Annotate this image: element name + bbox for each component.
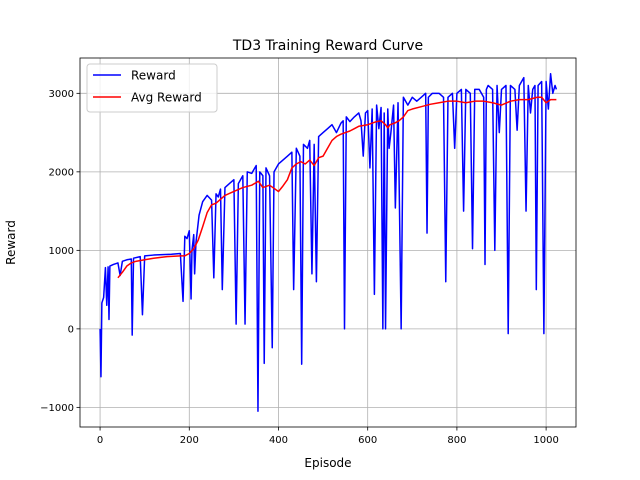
y-tick-label: 0 <box>68 324 74 335</box>
y-tick-label: 1000 <box>49 246 74 257</box>
x-axis-label: Episode <box>304 456 351 470</box>
y-tick-label: −1000 <box>40 403 74 414</box>
series-layer <box>99 72 558 413</box>
legend-label-reward: Reward <box>131 69 176 83</box>
series-line-reward <box>99 72 558 413</box>
x-tick-label: 200 <box>180 435 199 446</box>
legend-box <box>86 63 218 113</box>
x-tick-label: 600 <box>358 435 377 446</box>
y-axis-label: Reward <box>4 220 18 265</box>
legend: Reward Avg Reward <box>86 63 218 113</box>
y-axis-ticks: −1000 0 1000 2000 3000 <box>40 89 80 414</box>
chart-title: TD3 Training Reward Curve <box>232 38 423 54</box>
x-tick-label: 400 <box>269 435 288 446</box>
plot-frame <box>79 57 577 428</box>
legend-label-avg-reward: Avg Reward <box>131 91 202 105</box>
grid-lines <box>80 58 576 427</box>
x-tick-label: 1000 <box>533 435 558 446</box>
x-tick-label: 800 <box>447 435 466 446</box>
x-axis-ticks: 0 200 400 600 800 1000 <box>97 427 559 446</box>
x-tick-label: 0 <box>97 435 103 446</box>
y-tick-label: 2000 <box>49 167 74 178</box>
y-tick-label: 3000 <box>49 89 74 100</box>
series-line-avg-reward <box>117 96 557 279</box>
